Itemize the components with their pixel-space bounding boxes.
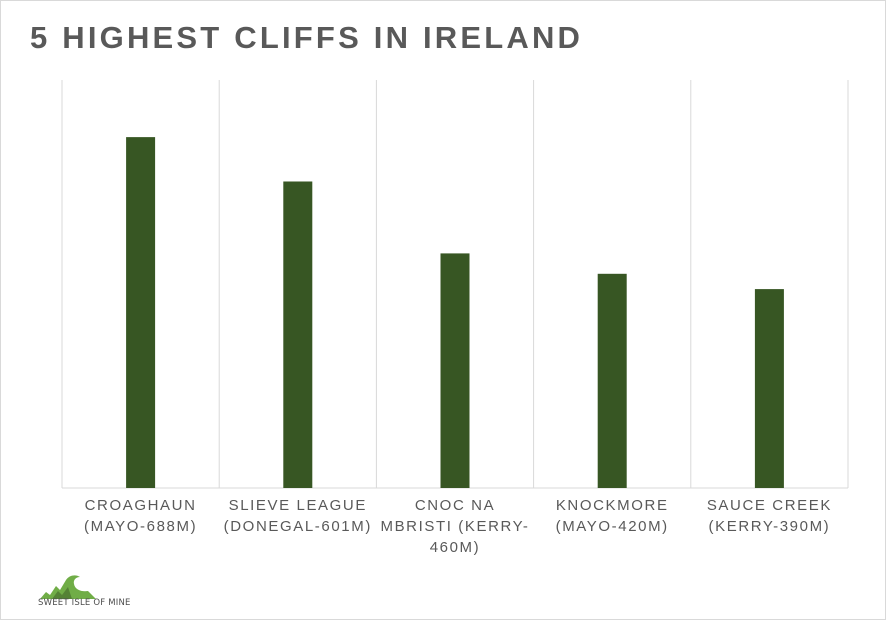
x-tick-label: CROAGHAUN (MAYO-688M) — [84, 497, 197, 535]
chart-title: 5 HIGHEST CLIFFS IN IRELAND — [30, 20, 584, 55]
x-tick-label-line: KNOCKMORE — [556, 497, 669, 514]
logo-text: SWEET ISLE OF MINE — [38, 598, 131, 608]
bar — [754, 289, 784, 488]
x-tick-label-line: (MAYO-688M) — [84, 518, 197, 535]
x-tick-label-line: SAUCE CREEK — [707, 497, 832, 514]
bar — [126, 137, 156, 488]
x-tick-label-line: (KERRY-390M) — [709, 518, 831, 535]
x-tick-label: SLIEVE LEAGUE (DONEGAL-601M) — [224, 497, 372, 535]
x-tick-label: CNOC NA MBRISTI (KERRY- 460M) — [380, 497, 529, 556]
bar — [440, 253, 470, 488]
x-tick-label-line: (MAYO-420M) — [556, 518, 669, 535]
x-tick-label-line: 460M) — [430, 539, 481, 556]
x-tick-label-line: MBRISTI (KERRY- — [380, 518, 529, 535]
x-tick-label-line: CROAGHAUN — [85, 497, 197, 514]
x-tick-label-line: CNOC NA — [415, 497, 495, 514]
x-tick-label: SAUCE CREEK (KERRY-390M) — [707, 497, 832, 535]
bar — [283, 181, 313, 489]
bar — [597, 273, 627, 488]
sweet-isle-of-mine-logo: SWEET ISLE OF MINE — [38, 574, 130, 614]
x-tick-label-line: (DONEGAL-601M) — [224, 518, 372, 535]
x-tick-label: KNOCKMORE (MAYO-420M) — [556, 497, 669, 535]
wave-icon — [40, 575, 96, 599]
x-tick-label-line: SLIEVE LEAGUE — [229, 497, 367, 514]
